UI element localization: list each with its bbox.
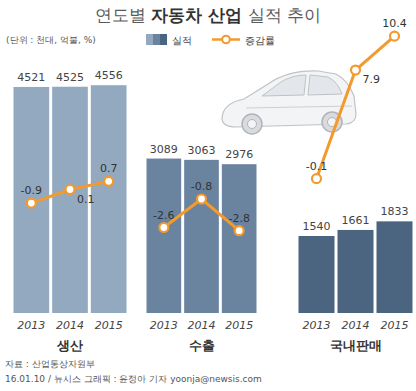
plot-area <box>14 85 127 313</box>
x-tick-label: 2014 <box>56 319 84 332</box>
line-marker <box>235 226 244 235</box>
legend-label: 증감률 <box>245 35 275 46</box>
title-part: 실적 추이 <box>242 5 321 25</box>
title-part: 연도별 <box>95 5 151 25</box>
bar-label: 1833 <box>381 205 409 218</box>
chart-canvas: 연도별 자동차 산업 실적 추이 (단위 : 천대, 억불, %) 실적 증감률 452… <box>0 0 416 391</box>
change-line <box>317 36 395 179</box>
group-title: 생산 <box>56 338 83 353</box>
x-tick-label: 2013 <box>150 319 178 332</box>
legend-swatch <box>160 34 167 45</box>
line-marker <box>27 199 36 208</box>
x-tick-label: 2014 <box>188 319 216 332</box>
line-marker <box>104 177 113 186</box>
x-tick-label: 2013 <box>303 319 331 332</box>
x-tick-label: 2014 <box>342 319 370 332</box>
bar-label: 1661 <box>342 214 370 227</box>
line-label: -0.8 <box>191 180 212 193</box>
bar-label: 1540 <box>303 220 331 233</box>
x-tick-label: 2015 <box>381 319 409 332</box>
x-tick-label: 2015 <box>225 319 253 332</box>
bar <box>222 164 257 313</box>
line-label: -2.8 <box>228 212 249 225</box>
title: 연도별 자동차 산업 실적 추이 <box>95 5 321 25</box>
line-label: 0.7 <box>100 162 118 175</box>
bar-label: 3089 <box>150 143 178 156</box>
line-label: 7.9 <box>363 73 381 86</box>
labels: 3089 3063 2976 -2.6 -0.8 -2.8 <box>150 143 253 225</box>
car-trim <box>246 106 352 108</box>
labels: 4521 4525 4556 -0.9 0.1 0.7 <box>17 69 122 205</box>
bar-label: 4525 <box>56 71 84 84</box>
legend-swatch <box>146 34 153 45</box>
line-marker <box>312 174 321 183</box>
x-tick-label: 2015 <box>95 319 123 332</box>
plot-area <box>299 32 413 313</box>
bar <box>338 230 374 313</box>
car-window <box>308 75 342 95</box>
line-label: 10.4 <box>382 17 407 30</box>
car-hub <box>248 120 257 129</box>
change-line <box>31 181 108 203</box>
bar-label: 3063 <box>188 144 216 157</box>
bar <box>91 85 127 313</box>
line-marker <box>159 223 168 232</box>
line-marker <box>390 32 399 41</box>
group-title: 국내판매 <box>330 338 382 353</box>
plot-area <box>147 159 257 313</box>
x-tick-label: 2013 <box>17 319 45 332</box>
group-title: 수출 <box>189 338 215 353</box>
line-label: -0.9 <box>21 184 42 197</box>
line-marker <box>66 185 75 194</box>
line-marker <box>351 66 360 75</box>
bar <box>377 221 413 313</box>
line-label: -0.1 <box>306 160 327 173</box>
line-label: -2.6 <box>153 209 174 222</box>
legend-marker <box>222 36 230 44</box>
bar-label: 4521 <box>17 71 45 84</box>
legend-label: 실적 <box>172 35 192 46</box>
line-label: 0.1 <box>77 193 95 206</box>
bar <box>147 159 182 313</box>
car-window <box>262 75 306 96</box>
title-emphasis: 자동차 산업 <box>151 5 242 25</box>
legend-swatch <box>153 34 160 45</box>
line-marker <box>197 195 206 204</box>
units-note: (단위 : 천대, 억불, %) <box>6 35 96 45</box>
credit: 16.01.10 / 뉴시스 그래픽 : 윤정아 기자 yoonja@newsi… <box>5 374 262 384</box>
car-wheel <box>242 114 262 134</box>
bar-label: 4556 <box>95 69 123 82</box>
labels: 1540 1661 1833 -0.1 7.9 10.4 <box>303 17 409 233</box>
bar-label: 2976 <box>225 148 253 161</box>
bar <box>184 160 219 313</box>
bar <box>299 236 335 313</box>
background <box>0 0 416 391</box>
source: 자료 : 산업통상자원부 <box>5 359 95 369</box>
